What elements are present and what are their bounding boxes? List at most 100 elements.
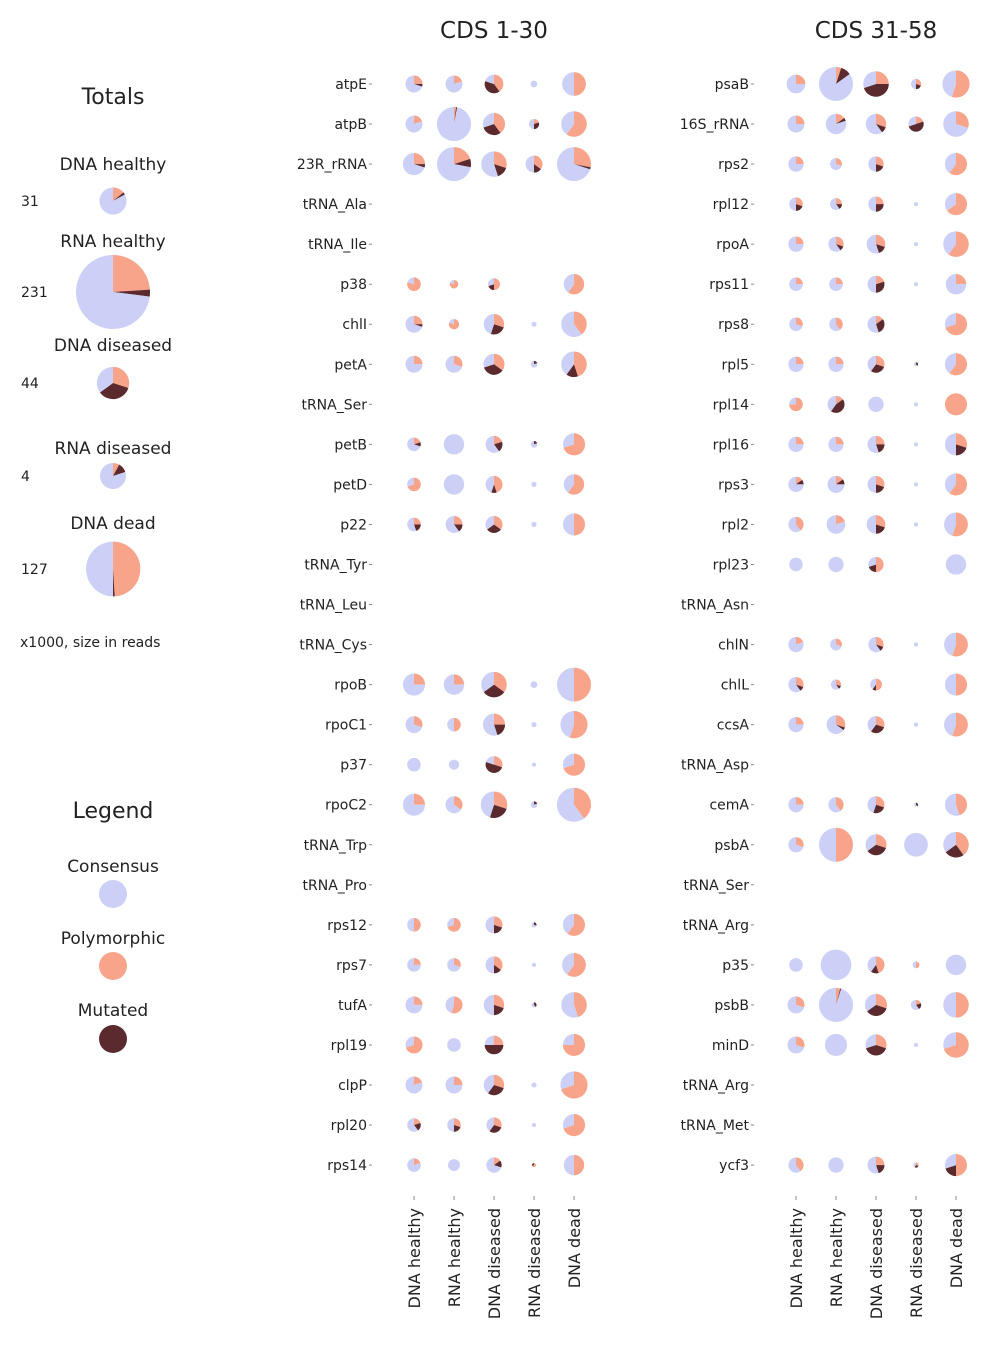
pie-cell-slice-polymorphic xyxy=(876,678,882,691)
pie-cell-slice-consensus xyxy=(562,433,574,448)
totals-pie-dna-diseased-slice-consensus xyxy=(96,366,113,393)
pie-cell xyxy=(827,395,845,413)
pie-cell-slice-polymorphic xyxy=(414,793,426,805)
pie-cell-slice-consensus xyxy=(788,476,804,493)
pie-cell xyxy=(485,756,503,773)
pie-cell-slice-consensus xyxy=(868,636,881,653)
pie-cell xyxy=(818,67,853,101)
pie-cell-slice-polymorphic xyxy=(454,75,463,84)
pie-cell xyxy=(826,715,846,734)
pie-cell-slice-mutated xyxy=(414,84,423,87)
pie-cell xyxy=(483,994,505,1016)
gene-label: rps14 xyxy=(327,1158,367,1174)
pie-cell xyxy=(407,477,421,492)
pie-cell-slice-consensus xyxy=(908,116,916,127)
pie-cell-slice-consensus xyxy=(944,353,956,374)
pie-cell-slice-mutated xyxy=(494,164,507,177)
pie-cell-slice-polymorphic xyxy=(796,837,804,848)
pie-cell-slice-polymorphic xyxy=(876,1034,887,1049)
pie-cell-slice-consensus xyxy=(826,515,846,534)
pie-cell xyxy=(485,435,503,453)
pie-cell xyxy=(867,355,885,373)
totals-pie-dna-healthy xyxy=(99,187,127,215)
pie-cell-slice xyxy=(824,1033,848,1057)
pie-cell-slice-consensus xyxy=(787,996,805,1014)
pie-cell-slice-polymorphic xyxy=(836,113,845,125)
pie-cell-slice-consensus xyxy=(830,638,842,651)
pie-cell-slice-consensus xyxy=(405,355,423,373)
pie-cell xyxy=(789,557,803,572)
pie-cell-slice-mutated xyxy=(867,844,887,856)
totals-label-dna-healthy: DNA healthy xyxy=(60,155,167,175)
gene-label: clpP xyxy=(338,1078,367,1094)
pie-cell-slice-consensus xyxy=(561,351,574,375)
pie-cell-slice-polymorphic xyxy=(796,996,805,1008)
pie-cell-slice-consensus xyxy=(528,118,534,130)
pie-cell-slice-consensus xyxy=(944,313,956,328)
pie-cell xyxy=(405,355,423,373)
pie-cell xyxy=(868,396,884,412)
pie-cell-slice-polymorphic xyxy=(796,1157,804,1172)
pie-cell xyxy=(402,793,426,816)
pie-cell xyxy=(407,277,421,291)
pie-cell xyxy=(407,517,421,532)
pie-cell-slice-mutated xyxy=(865,1044,887,1056)
gene-label: atpB xyxy=(334,117,367,133)
pie-cell-slice-polymorphic xyxy=(454,1118,461,1128)
pie-cell xyxy=(560,1071,588,1099)
pie-cell-slice-consensus xyxy=(866,515,876,534)
pie-cell xyxy=(405,996,423,1014)
gene-label: tRNA_Ser xyxy=(683,878,749,894)
pie-cell xyxy=(485,515,503,533)
pie-cell-slice-polymorphic xyxy=(836,987,841,1005)
legend-swatch-consensus xyxy=(99,880,127,908)
pie-cell-slice-polymorphic xyxy=(451,996,463,1014)
pie-cell xyxy=(407,437,421,452)
pie-cell xyxy=(944,673,968,696)
pie-cell-slice-consensus xyxy=(944,153,956,174)
pie-cell-slice xyxy=(944,393,968,416)
pie-cell xyxy=(531,1002,537,1008)
pie-cell-slice xyxy=(531,722,537,728)
gene-label: petD xyxy=(333,477,367,493)
pie-cell-slice-polymorphic xyxy=(956,433,968,448)
pie-cell-slice-consensus xyxy=(944,473,956,494)
pie-cell-slice-consensus xyxy=(449,279,454,285)
pie-cell-slice-polymorphic xyxy=(494,314,505,328)
pie-cell xyxy=(481,151,507,177)
pie-cell-slice-consensus xyxy=(868,556,876,567)
pie-cell xyxy=(405,115,423,133)
pie-cell xyxy=(530,360,538,368)
pie-cell xyxy=(562,72,586,96)
pie-cell-slice-mutated xyxy=(488,1085,504,1096)
pie-cell-slice-consensus xyxy=(562,513,574,536)
pie-cell-slice-consensus xyxy=(557,667,574,702)
pie-cell-slice-polymorphic xyxy=(796,74,806,84)
pie-cell-slice-consensus xyxy=(561,111,574,135)
pie-cell-slice-consensus xyxy=(556,787,584,822)
pie-cell xyxy=(910,78,922,90)
pie-cell-slice-consensus xyxy=(828,436,844,453)
pie-cell xyxy=(788,636,804,653)
pie-cell-slice-polymorphic xyxy=(563,753,586,776)
pie-cell-slice-polymorphic xyxy=(956,992,969,1018)
gene-label: minD xyxy=(712,1038,749,1054)
pie-cell xyxy=(562,952,586,977)
pie-cell xyxy=(944,712,968,737)
sample-label: RNA healthy xyxy=(445,1208,464,1307)
pie-cell-slice-consensus xyxy=(405,1076,423,1094)
pie-cell-slice-consensus xyxy=(445,355,463,373)
pie-cell-slice-consensus xyxy=(447,918,454,927)
pie-cell xyxy=(914,482,918,487)
pie-cell-slice-mutated xyxy=(876,124,886,133)
pie-cell xyxy=(562,1113,586,1137)
pie-cell-slice-mutated xyxy=(876,1165,885,1174)
pie-cell-slice-polymorphic xyxy=(796,716,804,725)
pie-cell-slice-polymorphic xyxy=(405,1036,423,1054)
pie-cell-slice-polymorphic xyxy=(876,355,885,367)
pie-cell-slice-mutated xyxy=(566,364,578,378)
pie-cell-slice-polymorphic xyxy=(563,433,586,456)
pie-cell-slice-polymorphic xyxy=(448,319,460,330)
gene-label: rpoC1 xyxy=(325,718,367,734)
pie-cell xyxy=(914,642,918,647)
